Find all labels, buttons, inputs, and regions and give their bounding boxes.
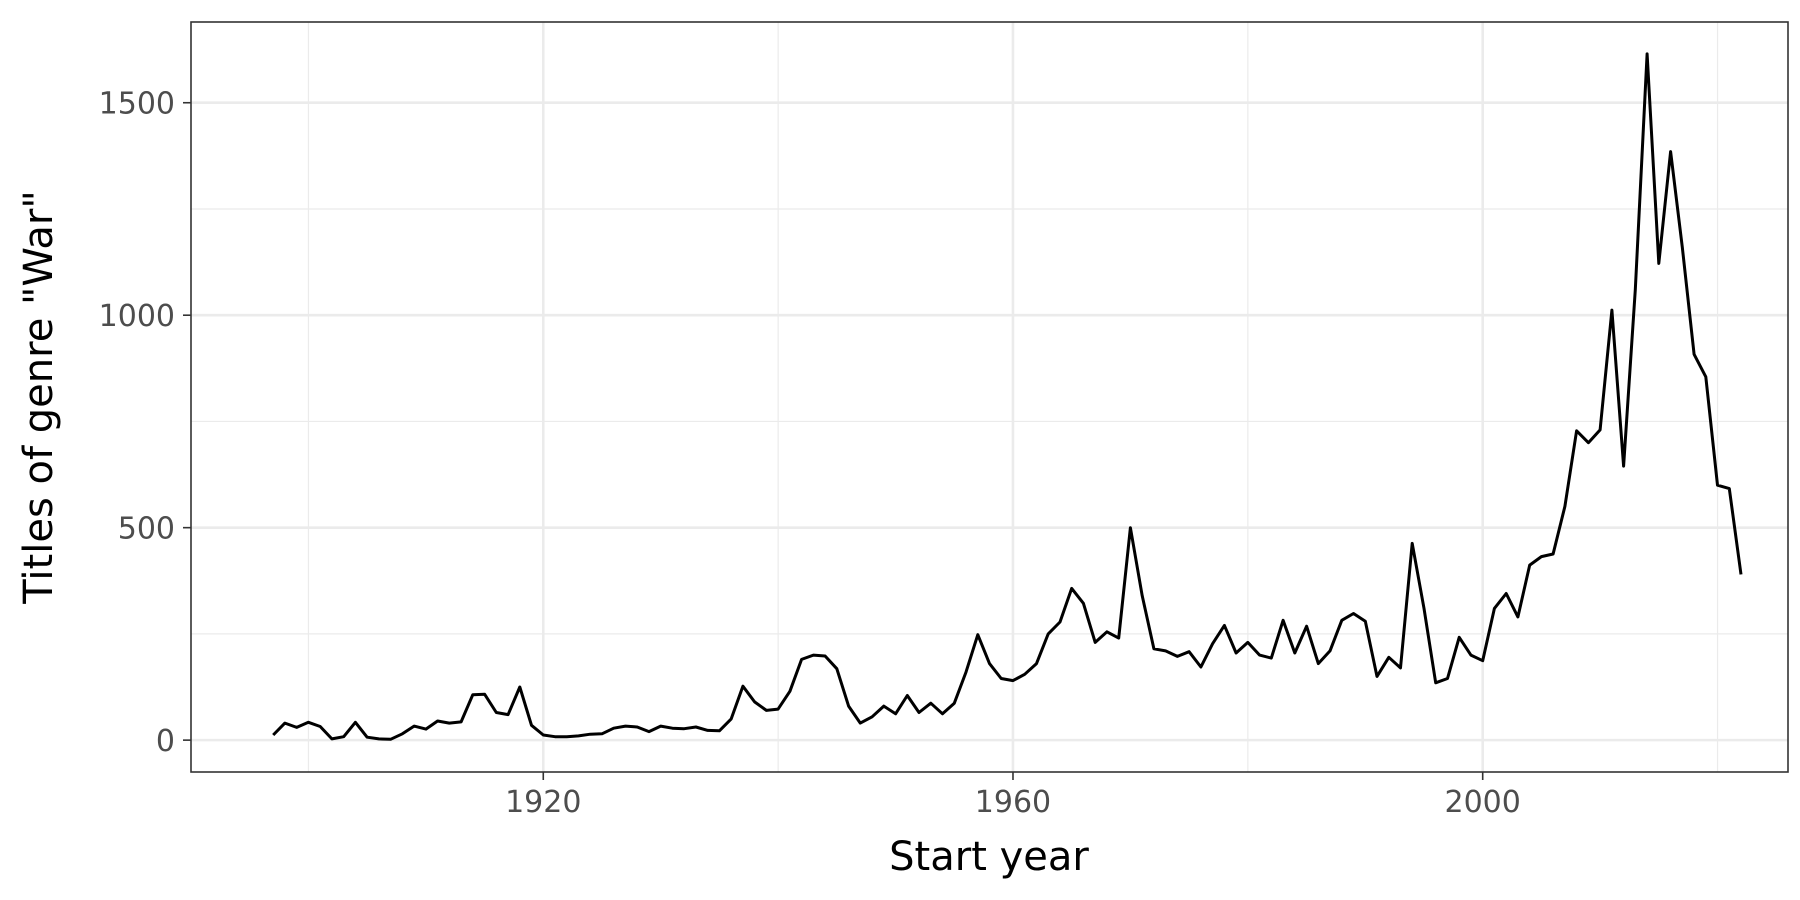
series-line [272, 52, 1743, 741]
y-tick-label: 1000 [99, 299, 175, 334]
y-tick-label: 1500 [99, 87, 175, 122]
y-axis-title: Titles of genre "War" [16, 190, 62, 605]
minor-gridlines [191, 22, 1788, 772]
y-tick-label: 0 [156, 724, 175, 759]
major-gridlines [191, 22, 1788, 772]
x-tick-label: 2000 [1445, 785, 1521, 820]
plot-border [190, 21, 1789, 773]
x-axis-title: Start year [889, 834, 1089, 880]
x-axis: 1920 1960 2000 [505, 772, 1521, 820]
x-tick-label: 1960 [975, 785, 1051, 820]
y-tick-label: 500 [118, 512, 175, 547]
x-tick-label: 1920 [505, 785, 581, 820]
y-axis: 0 500 1000 1500 [99, 87, 191, 759]
plot-panel [191, 22, 1788, 772]
